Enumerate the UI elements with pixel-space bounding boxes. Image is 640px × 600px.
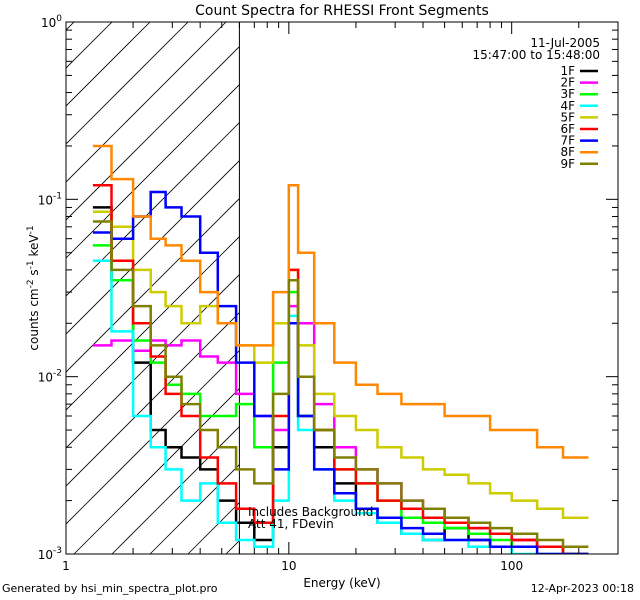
time-range-label: 15:47:00 to 15:48:00 (473, 48, 600, 62)
series-9f-line (92, 220, 589, 548)
plot-background (66, 22, 618, 554)
footer-generated-by: Generated by hsi_min_spectra_plot.pro (2, 582, 218, 595)
axis-ticks: 1 10 100 100 10-1 10-2 10-3 (38, 14, 619, 573)
y-tick-label: 10-1 (38, 191, 62, 207)
hatch-line (66, 84, 240, 259)
x-axis-label: Energy (keV) (303, 576, 380, 590)
footer-timestamp: 12-Apr-2023 00:18 (530, 582, 634, 595)
legend-label-2f: 2F (560, 76, 575, 90)
hatch-line (66, 350, 240, 525)
series-8f-line (92, 144, 589, 459)
legend-label-6f: 6F (560, 122, 575, 136)
y-tick-label: 10-3 (38, 546, 62, 562)
y-axis-label: counts cm-2 s-1 keV-1 (26, 225, 41, 350)
plot-frame (65, 21, 619, 555)
hatch-line (66, 160, 240, 335)
y-tick-label: 10-2 (38, 369, 62, 385)
legend-label-8f: 8F (560, 145, 575, 159)
annotation-attenuator: Att 41, FDevin (248, 517, 334, 531)
x-tick-label: 1 (62, 559, 70, 573)
hatch-line (73, 388, 240, 554)
legend-label-4f: 4F (560, 99, 575, 113)
chart-title: Count Spectra for RHESSI Front Segments (195, 3, 489, 19)
annotation-background: Includes Background (248, 505, 373, 519)
y-tick-label: 100 (41, 14, 62, 30)
hatch-line (66, 22, 151, 107)
hatch-line (66, 22, 189, 145)
hatch-line (66, 198, 240, 373)
hatch-line (66, 122, 240, 297)
legend-label-3f: 3F (560, 87, 575, 101)
hatch-line (111, 426, 240, 554)
hatch-line (66, 236, 240, 411)
x-tick-label: 10 (281, 559, 296, 573)
hatch-line (0, 0, 26, 554)
hatch-lines (0, 0, 240, 554)
series-5f-line (92, 210, 589, 520)
series-group (92, 144, 589, 554)
legend-label-7f: 7F (560, 134, 575, 148)
legend-label-9f: 9F (560, 157, 575, 171)
x-tick-label: 100 (500, 559, 523, 573)
legend-label-5f: 5F (560, 110, 575, 124)
date-label: 11-Jul-2005 (530, 36, 600, 50)
hatch-line (66, 312, 240, 487)
hatch-line (66, 46, 240, 221)
legend-label-1f: 1F (560, 64, 575, 78)
hatch-line (66, 22, 227, 183)
hatch-region (0, 0, 240, 554)
